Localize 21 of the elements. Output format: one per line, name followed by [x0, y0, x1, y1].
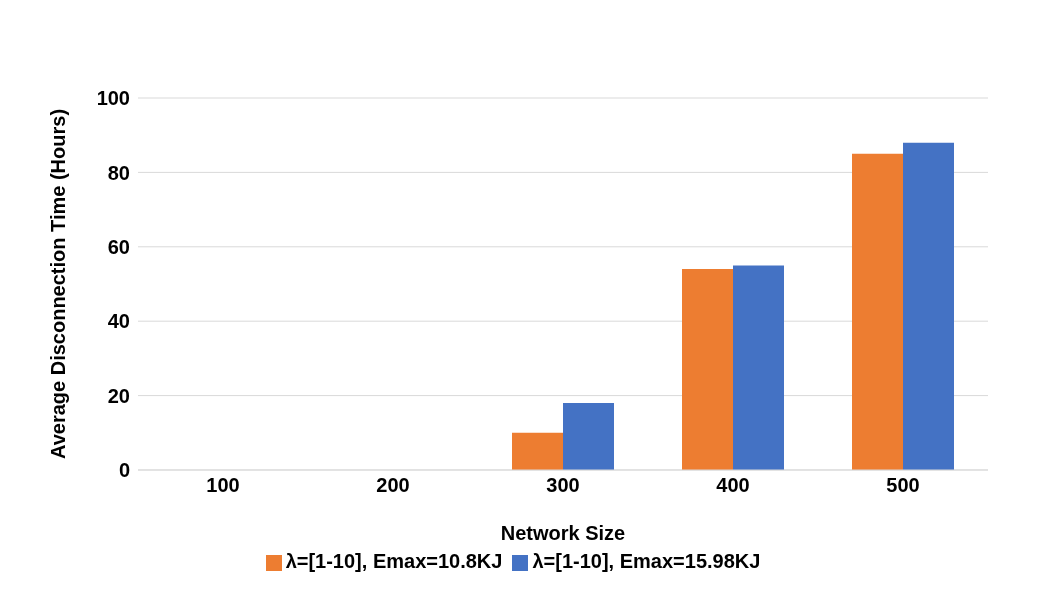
legend-label: λ=[1-10], Emax=10.8KJ [285, 550, 503, 572]
bar [563, 403, 614, 470]
y-axis-title: Average Disconnection Time (Hours) [47, 108, 70, 460]
x-tick-label: 300 [546, 474, 580, 497]
bar [733, 265, 784, 470]
y-tick-label: 100 [96, 87, 130, 110]
y-tick-label: 60 [107, 235, 130, 258]
y-tick-label: 20 [107, 384, 130, 407]
x-tick-label: 500 [886, 474, 920, 497]
y-tick-label: 40 [107, 310, 130, 333]
x-tick-label: 200 [376, 474, 410, 497]
bar [852, 153, 903, 470]
y-tick-label: 0 [118, 459, 130, 482]
bar [682, 269, 733, 470]
x-axis-title: Network Size [500, 522, 626, 544]
y-tick-label: 80 [107, 161, 130, 184]
x-tick-label: 100 [206, 474, 240, 497]
legend-label: λ=[1-10], Emax=15.98KJ [532, 550, 761, 572]
bar [903, 142, 954, 470]
bar [512, 432, 563, 470]
x-tick-label: 400 [716, 474, 750, 497]
